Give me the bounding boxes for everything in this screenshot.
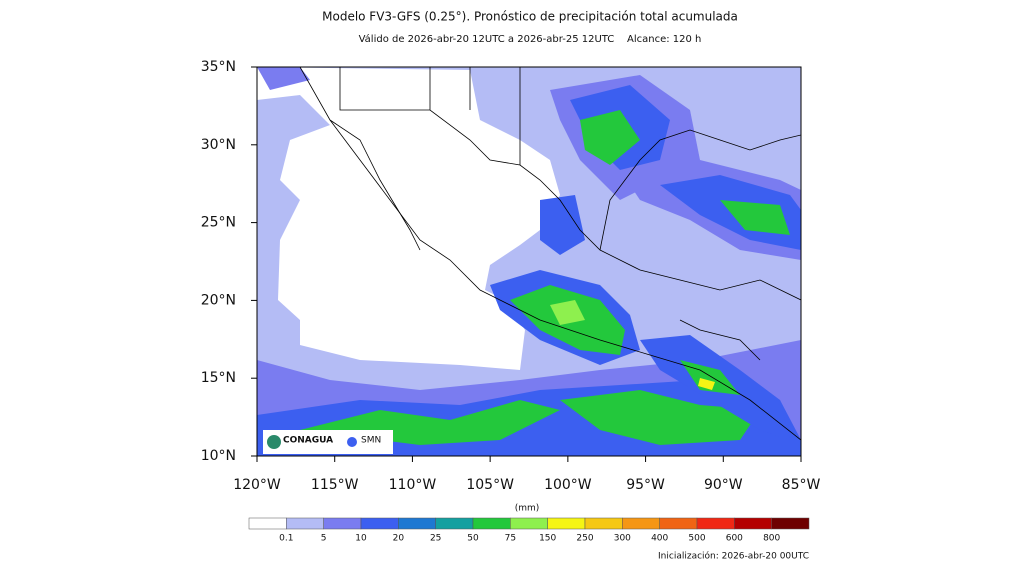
logo-box: CONAGUA SMN [263, 430, 393, 454]
colorbar-box [360, 517, 399, 530]
colorbar-box [248, 517, 287, 530]
map: CONAGUA SMN [256, 66, 802, 457]
lon-label: 110°W [389, 477, 437, 493]
colorbar-label: 50 [467, 534, 479, 544]
logo-text: SMN [361, 436, 381, 446]
colorbar-label: 75 [505, 534, 516, 544]
lat-label: 10°N [201, 448, 236, 464]
lat-label: 35°N [201, 59, 236, 75]
colorbar-box [622, 517, 660, 530]
colorbar-box [472, 517, 511, 530]
colorbar-box [286, 517, 324, 530]
colorbar-box [547, 517, 586, 530]
colorbar-label: 0.1 [279, 534, 293, 544]
lon-labels: 120°W 115°W 110°W 105°W 100°W 95°W 90°W 85°W [233, 456, 820, 493]
colorbar-label: 800 [763, 534, 780, 544]
colorbar-box [398, 517, 436, 530]
colorbar-label: 500 [688, 534, 705, 544]
legend-unit: (mm) [515, 504, 540, 514]
colorbar-label: 300 [614, 534, 631, 544]
lat-label: 25°N [201, 215, 236, 231]
colorbar-label: 20 [393, 534, 405, 544]
lat-labels: 35°N 30°N 25°N 20°N 15°N 10°N [201, 59, 257, 464]
colorbar-label: 25 [430, 534, 441, 544]
logo-text: CONAGUA [283, 436, 333, 446]
title: Modelo FV3-GFS (0.25°). Pronóstico de pr… [322, 10, 738, 24]
lat-label: 20°N [201, 292, 236, 308]
colorbar-label: 400 [651, 534, 668, 544]
lon-label: 120°W [233, 477, 281, 493]
lon-label: 105°W [466, 477, 514, 493]
colorbar-label: 150 [539, 534, 556, 544]
lon-label: 115°W [311, 477, 359, 493]
lon-label: 90°W [704, 477, 743, 493]
subtitle: Válido de 2026-abr-20 12UTC a 2026-abr-2… [359, 33, 702, 45]
colorbar-box [584, 517, 623, 530]
colorbar-label: 600 [726, 534, 743, 544]
lon-label: 100°W [544, 477, 592, 493]
colorbar-box [510, 517, 548, 530]
colorbar-box [435, 517, 474, 530]
colorbar: 0.1 5 10 20 25 50 75 150 250 300 400 500 600 800 [248, 517, 810, 544]
colorbar-box [323, 517, 362, 530]
lat-label: 30°N [201, 137, 236, 153]
colorbar-box [696, 517, 735, 530]
colorbar-box [734, 517, 772, 530]
lat-label: 15°N [201, 370, 236, 386]
footer: Inicialización: 2026-abr-20 00UTC [658, 551, 809, 562]
lon-label: 85°W [782, 477, 821, 493]
colorbar-label: 5 [321, 534, 327, 544]
lon-label: 95°W [626, 477, 665, 493]
colorbar-label: 250 [576, 534, 593, 544]
colorbar-box [659, 517, 698, 530]
colorbar-label: 10 [355, 534, 367, 544]
colorbar-box [771, 517, 810, 530]
